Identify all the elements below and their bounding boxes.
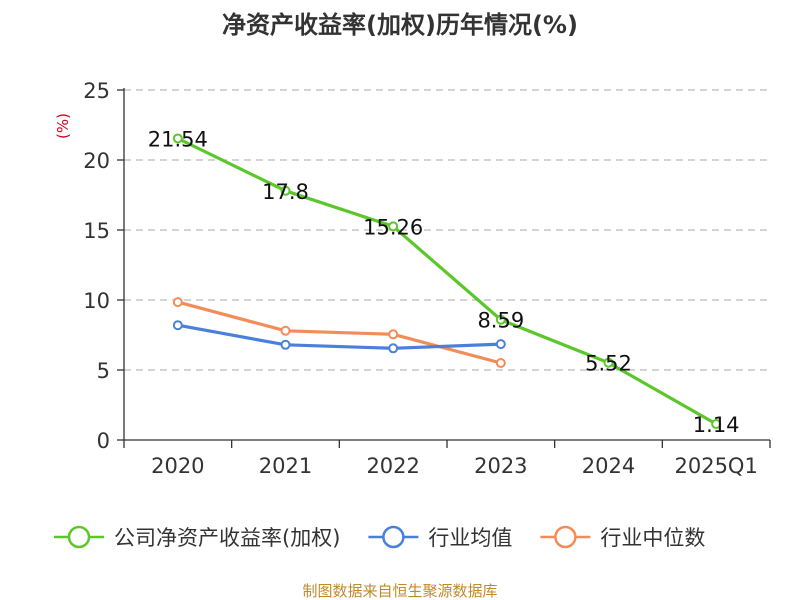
x-tick-label: 2021 [259, 454, 312, 478]
grid-lines [124, 89, 770, 371]
data-label: 5.52 [585, 352, 632, 376]
data-point[interactable] [172, 320, 183, 331]
legend[interactable]: 公司净资产收益率(加权) 行业均值 行业中位数 [54, 525, 705, 550]
data-label: 15.26 [363, 215, 423, 239]
legend-label: 行业中位数 [600, 526, 705, 550]
source-note: 制图数据来自恒生聚源数据库 [302, 582, 497, 600]
legend-item[interactable]: 行业均值 [368, 525, 512, 550]
axes: 0 5 10 15 20 25 2020 2021 2022 2023 2024 2025Q1 [83, 79, 771, 478]
series-line [176, 323, 503, 350]
legend-item[interactable]: 行业中位数 [540, 525, 705, 550]
data-point[interactable] [388, 221, 399, 232]
chart-title: 净资产收益率(加权)历年情况(%) [222, 11, 578, 39]
legend-swatch-marker [554, 525, 577, 549]
y-tick-label: 10 [83, 289, 110, 313]
data-point[interactable] [388, 343, 399, 354]
y-tick-label: 15 [83, 219, 110, 243]
data-point[interactable] [495, 314, 506, 325]
legend-item[interactable]: 公司净资产收益率(加权) [54, 525, 340, 550]
x-tick-label: 2025Q1 [674, 454, 757, 478]
x-tick-label: 2024 [582, 454, 635, 478]
series-lines [172, 133, 722, 430]
series-line [176, 300, 503, 365]
y-tick-label: 5 [97, 359, 110, 383]
data-labels: 21.54 17.8 15.26 8.59 5.52 1.14 [148, 127, 740, 437]
data-label: 21.54 [148, 127, 208, 151]
data-point[interactable] [280, 325, 291, 336]
data-point[interactable] [388, 329, 399, 340]
y-tick-label: 0 [97, 429, 110, 453]
legend-swatch-marker [67, 525, 91, 549]
legend-label: 公司净资产收益率(加权) [114, 526, 340, 550]
data-label: 8.59 [477, 309, 524, 333]
x-tick-label: 2023 [474, 454, 527, 478]
legend-swatch-marker [382, 525, 405, 549]
data-point[interactable] [172, 133, 183, 144]
data-point[interactable] [280, 339, 291, 350]
x-tick-label: 2022 [366, 454, 419, 478]
y-tick-label: 25 [83, 79, 110, 103]
data-point[interactable] [495, 358, 506, 368]
series-line [176, 136, 718, 426]
y-tick-label: 20 [83, 149, 110, 173]
data-point[interactable] [711, 419, 722, 430]
data-point[interactable] [603, 357, 614, 368]
x-tick-label: 2020 [151, 454, 204, 478]
data-label: 17.8 [262, 180, 309, 204]
data-point[interactable] [172, 297, 183, 308]
y-axis-unit: (%) [54, 113, 72, 139]
data-point[interactable] [280, 185, 291, 196]
data-point[interactable] [495, 339, 506, 350]
legend-label: 行业均值 [428, 526, 512, 550]
data-label: 1.14 [693, 413, 740, 437]
